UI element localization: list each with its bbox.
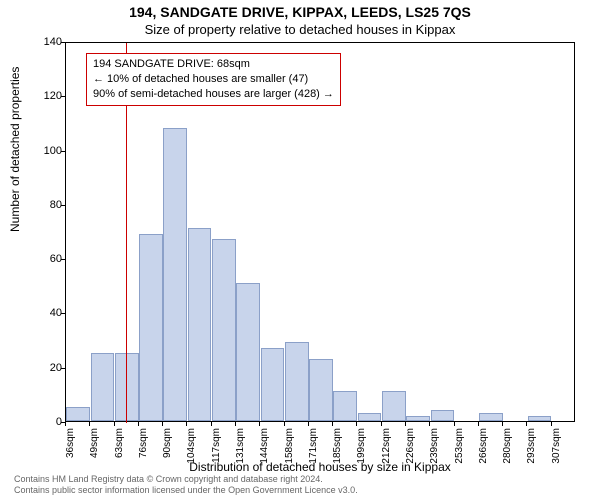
ytick-mark: [61, 368, 65, 369]
histogram-bar: [66, 407, 90, 421]
xtick-mark: [405, 422, 406, 426]
xtick-mark: [526, 422, 527, 426]
ytick-mark: [61, 205, 65, 206]
xtick-mark: [65, 422, 66, 426]
annotation-line-1: 194 SANDGATE DRIVE: 68sqm: [93, 57, 334, 72]
title-sub: Size of property relative to detached ho…: [0, 22, 600, 37]
ytick-mark: [61, 259, 65, 260]
histogram-bar: [333, 391, 357, 421]
xtick-mark: [308, 422, 309, 426]
xtick-mark: [114, 422, 115, 426]
histogram-bar: [188, 228, 212, 421]
footer-attribution: Contains HM Land Registry data © Crown c…: [14, 474, 358, 496]
ytick-mark: [61, 96, 65, 97]
histogram-bar: [406, 416, 430, 421]
xtick-mark: [381, 422, 382, 426]
xtick-mark: [284, 422, 285, 426]
xtick-mark: [235, 422, 236, 426]
x-axis-label: Distribution of detached houses by size …: [65, 460, 575, 474]
xtick-mark: [186, 422, 187, 426]
footer-line-2: Contains public sector information licen…: [14, 485, 358, 496]
histogram-bar: [139, 234, 163, 421]
xtick-mark: [356, 422, 357, 426]
footer-line-1: Contains HM Land Registry data © Crown c…: [14, 474, 358, 485]
histogram-bar: [479, 413, 503, 421]
histogram-bar: [309, 359, 333, 421]
plot-area: 194 SANDGATE DRIVE: 68sqm← 10% of detach…: [65, 42, 575, 422]
xtick-mark: [502, 422, 503, 426]
histogram-bar: [431, 410, 455, 421]
xtick-mark: [332, 422, 333, 426]
xtick-mark: [478, 422, 479, 426]
histogram-bar: [528, 416, 552, 421]
ytick-mark: [61, 42, 65, 43]
annotation-line-2: ← 10% of detached houses are smaller (47…: [93, 72, 334, 87]
annotation-line-3: 90% of semi-detached houses are larger (…: [93, 87, 334, 102]
xtick-mark: [138, 422, 139, 426]
annotation-box: 194 SANDGATE DRIVE: 68sqm← 10% of detach…: [86, 53, 341, 106]
histogram-bar: [163, 128, 187, 421]
ytick-label: 100: [44, 145, 62, 157]
histogram-bar: [91, 353, 115, 421]
xtick-mark: [429, 422, 430, 426]
xtick-mark: [551, 422, 552, 426]
title-main: 194, SANDGATE DRIVE, KIPPAX, LEEDS, LS25…: [0, 4, 600, 20]
xtick-mark: [89, 422, 90, 426]
histogram-bar: [285, 342, 309, 421]
histogram-bar: [261, 348, 285, 421]
xtick-mark: [454, 422, 455, 426]
histogram-bar: [358, 413, 382, 421]
histogram-bar: [382, 391, 406, 421]
xtick-mark: [259, 422, 260, 426]
histogram-bar: [236, 283, 260, 421]
ytick-mark: [61, 313, 65, 314]
y-axis-label: Number of detached properties: [8, 67, 22, 232]
ytick-mark: [61, 151, 65, 152]
ytick-label: 140: [44, 36, 62, 48]
xtick-mark: [211, 422, 212, 426]
histogram-bar: [212, 239, 236, 421]
ytick-label: 120: [44, 90, 62, 102]
xtick-mark: [162, 422, 163, 426]
